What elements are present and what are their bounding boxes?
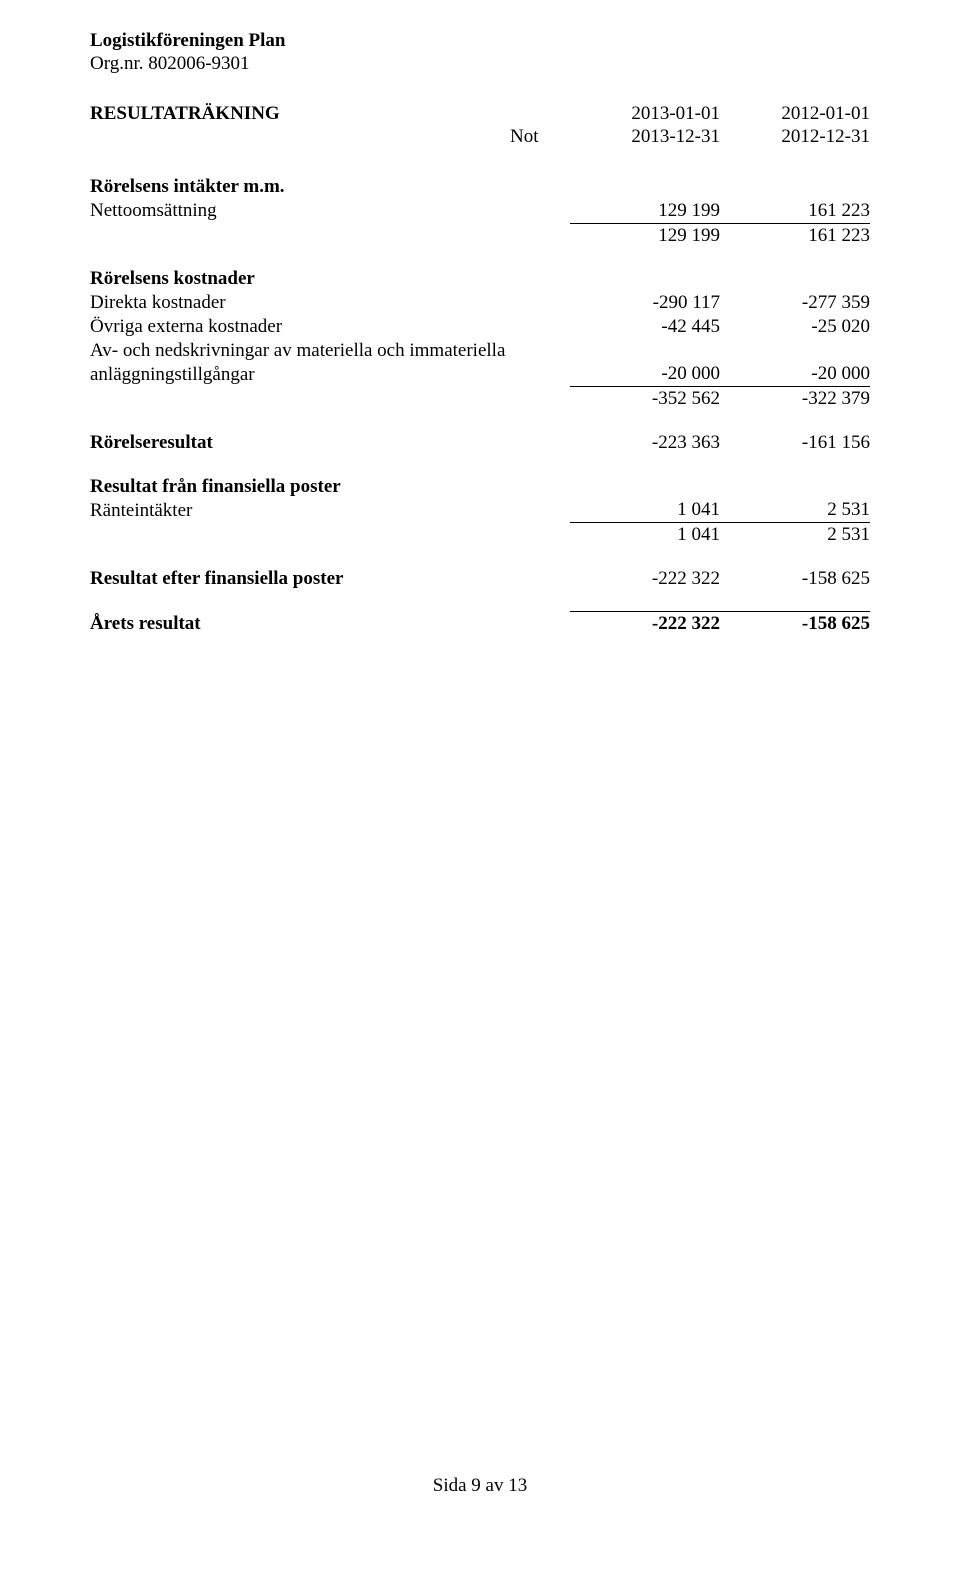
costs-total-col1: -352 562 — [570, 387, 720, 411]
net-sales-col1: 129 199 — [570, 199, 720, 223]
costs-heading: Rörelsens kostnader — [90, 267, 510, 291]
direct-costs-col2: -277 359 — [720, 291, 870, 315]
direct-costs-col1: -290 117 — [570, 291, 720, 315]
other-external-costs-col1: -42 445 — [570, 315, 720, 339]
interest-income-col2: 2 531 — [720, 498, 870, 522]
income-statement-table: Rörelsens intäkter m.m. Nettoomsättning … — [90, 175, 870, 635]
operating-result-col1: -223 363 — [570, 431, 720, 455]
direct-costs-label: Direkta kostnader — [90, 291, 510, 315]
operating-result-col2: -161 156 — [720, 431, 870, 455]
period1-start: 2013-01-01 — [570, 102, 720, 126]
interest-income-label: Ränteintäkter — [90, 498, 510, 522]
year-result-label: Årets resultat — [90, 611, 510, 635]
financial-total-col2: 2 531 — [720, 523, 870, 547]
org-number: Org.nr. 802006-9301 — [90, 53, 870, 76]
period2-start: 2012-01-01 — [720, 102, 870, 126]
other-external-costs-col2: -25 020 — [720, 315, 870, 339]
revenues-total-col1: 129 199 — [570, 223, 720, 247]
year-result-col2: -158 625 — [720, 611, 870, 635]
depreciation-col1: -20 000 — [570, 362, 720, 386]
after-financial-items-col1: -222 322 — [570, 567, 720, 591]
title-period-table: RESULTATRÄKNING 2013-01-01 2012-01-01 No… — [90, 102, 870, 150]
costs-total-col2: -322 379 — [720, 387, 870, 411]
depreciation-label-line1: Av- och nedskrivningar av materiella och… — [90, 339, 510, 363]
note-column-label: Not — [510, 125, 570, 149]
page-footer: Sida 9 av 13 — [0, 1475, 960, 1497]
page-container: Logistikföreningen Plan Org.nr. 802006-9… — [0, 0, 960, 1577]
after-financial-items-label: Resultat efter finansiella poster — [90, 567, 510, 591]
document-title: RESULTATRÄKNING — [90, 102, 510, 126]
depreciation-col2: -20 000 — [720, 362, 870, 386]
after-financial-items-col2: -158 625 — [720, 567, 870, 591]
financial-items-heading: Resultat från finansiella poster — [90, 475, 510, 499]
net-sales-label: Nettoomsättning — [90, 199, 510, 223]
revenues-total-col2: 161 223 — [720, 223, 870, 247]
year-result-col1: -222 322 — [570, 611, 720, 635]
org-name: Logistikföreningen Plan — [90, 30, 870, 53]
period1-end: 2013-12-31 — [570, 125, 720, 149]
depreciation-label-line2: anläggningstillgångar — [90, 362, 510, 386]
net-sales-col2: 161 223 — [720, 199, 870, 223]
revenues-heading: Rörelsens intäkter m.m. — [90, 175, 510, 199]
period2-end: 2012-12-31 — [720, 125, 870, 149]
interest-income-col1: 1 041 — [570, 498, 720, 522]
financial-total-col1: 1 041 — [570, 523, 720, 547]
operating-result-label: Rörelseresultat — [90, 431, 510, 455]
other-external-costs-label: Övriga externa kostnader — [90, 315, 510, 339]
